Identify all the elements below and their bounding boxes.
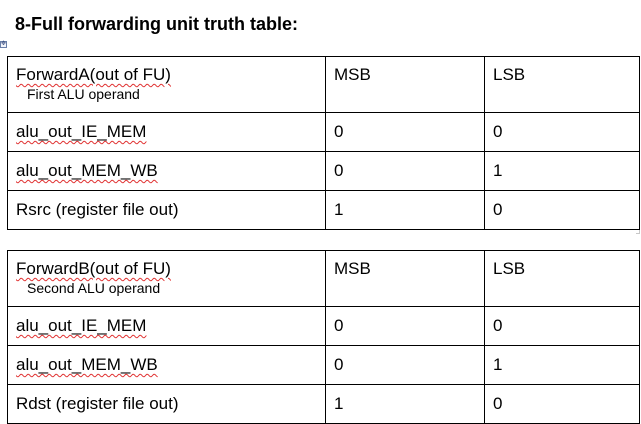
table-header-row: ForwardB(out of FU) Second ALU operand M… — [7, 250, 640, 307]
source-cell[interactable]: alu_out_IE_MEM — [7, 112, 326, 152]
lsb-cell[interactable]: 1 — [484, 151, 640, 191]
msb-cell[interactable]: 1 — [325, 190, 485, 230]
msb-header-cell[interactable]: MSB — [325, 56, 485, 113]
forwardb-truth-table: ForwardB(out of FU) Second ALU operand M… — [7, 250, 640, 424]
table-move-handle-icon[interactable]: ✥ — [0, 41, 7, 48]
table-row: alu_out_MEM_WB 0 1 — [7, 345, 640, 385]
msb-header-cell[interactable]: MSB — [325, 250, 485, 307]
section-heading: 8-Full forwarding unit truth table: — [15, 14, 298, 34]
msb-cell[interactable]: 0 — [325, 151, 485, 191]
table-row: Rsrc (register file out) 1 0 — [7, 190, 640, 230]
msb-cell[interactable]: 0 — [325, 345, 485, 385]
table-row: Rdst (register file out) 1 0 — [7, 384, 640, 424]
signal-note: First ALU operand — [27, 86, 140, 102]
msb-cell[interactable]: 0 — [325, 112, 485, 152]
table-row: alu_out_IE_MEM 0 0 — [7, 306, 640, 346]
msb-cell[interactable]: 1 — [325, 384, 485, 424]
source-cell[interactable]: alu_out_MEM_WB — [7, 151, 326, 191]
source-cell[interactable]: alu_out_MEM_WB — [7, 345, 326, 385]
signal-note: Second ALU operand — [27, 280, 161, 296]
signal-name: ForwardA(out of FU) — [16, 65, 171, 84]
lsb-header-cell[interactable]: LSB — [484, 56, 640, 113]
lsb-cell[interactable]: 0 — [484, 190, 640, 230]
lsb-cell[interactable]: 0 — [484, 112, 640, 152]
signal-header-cell[interactable]: ForwardA(out of FU) First ALU operand — [7, 56, 326, 113]
table-row: alu_out_MEM_WB 0 1 — [7, 151, 640, 191]
lsb-header-cell[interactable]: LSB — [484, 250, 640, 307]
lsb-cell[interactable]: 0 — [484, 384, 640, 424]
msb-cell[interactable]: 0 — [325, 306, 485, 346]
forwarda-truth-table: ForwardA(out of FU) First ALU operand MS… — [7, 56, 640, 230]
source-cell[interactable]: Rdst (register file out) — [7, 384, 326, 424]
source-cell[interactable]: alu_out_IE_MEM — [7, 306, 326, 346]
lsb-cell[interactable]: 1 — [484, 345, 640, 385]
signal-name: ForwardB(out of FU) — [16, 259, 171, 278]
source-cell[interactable]: Rsrc (register file out) — [7, 190, 326, 230]
lsb-cell[interactable]: 0 — [484, 306, 640, 346]
signal-header-cell[interactable]: ForwardB(out of FU) Second ALU operand — [7, 250, 326, 307]
table-header-row: ForwardA(out of FU) First ALU operand MS… — [7, 56, 640, 113]
table-row: alu_out_IE_MEM 0 0 — [7, 112, 640, 152]
table-end-mark — [636, 230, 640, 234]
